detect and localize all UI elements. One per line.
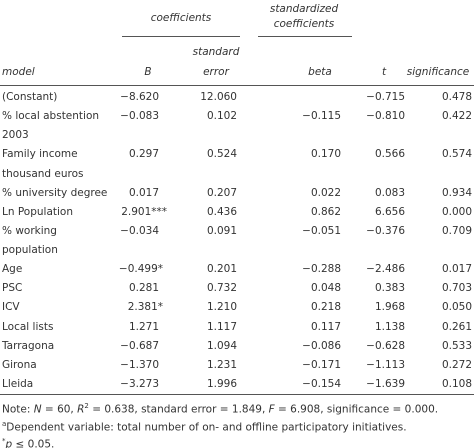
row-label: % local abstention (2, 110, 100, 123)
cell: 0.022 (310, 186, 341, 199)
cell: −1.370 (120, 358, 159, 371)
row-label: Local lists (2, 320, 54, 333)
cell: 0.048 (310, 282, 341, 295)
rule (0, 85, 474, 86)
cell: 1.210 (206, 301, 237, 314)
column-header: t (381, 66, 387, 78)
column-header: error (203, 66, 229, 78)
note: aDependent variable: total number of on-… (2, 420, 407, 434)
cell: −8.620 (120, 91, 159, 103)
cell: −0.810 (366, 110, 405, 123)
cell: 1.231 (206, 358, 237, 371)
cell: 0.566 (374, 148, 405, 161)
row-label: Family income (2, 148, 78, 161)
cell: 0.703 (441, 282, 472, 295)
group-header: coefficients (150, 12, 212, 24)
cell: −2.486 (366, 263, 405, 276)
cell: 0.170 (310, 148, 341, 161)
cell: 0.422 (441, 110, 472, 123)
cell: 0.050 (441, 301, 472, 314)
row-label: Lleida (2, 377, 34, 390)
row-label: (Constant) (2, 91, 58, 103)
cell: 6.656 (374, 205, 405, 218)
cell: 0.017 (441, 263, 472, 276)
cell: −1.113 (366, 358, 405, 371)
cell: 0.261 (441, 320, 472, 333)
cell: 2.901*** (121, 205, 167, 218)
note: *p ≤ 0.05. (2, 437, 55, 448)
row-label: % university degree (2, 186, 108, 199)
row-label: ICV (2, 301, 20, 314)
rule (122, 36, 240, 37)
cell: 0.524 (206, 148, 237, 161)
cell: −1.639 (366, 377, 405, 390)
cell: 0.017 (128, 186, 159, 199)
cell: 0.207 (206, 186, 237, 199)
cell: −0.499* (118, 263, 163, 276)
cell: 0.108 (441, 377, 472, 390)
row-label: Ln Population (2, 205, 74, 218)
cell: 1.117 (206, 320, 237, 333)
cell: −0.051 (302, 224, 341, 237)
row-label: % working (2, 224, 57, 237)
row-label: Tarragona (2, 339, 55, 352)
cell: 0.732 (206, 282, 237, 295)
cell: 0.091 (206, 224, 237, 237)
cell: 0.201 (206, 263, 237, 276)
cell: −0.687 (120, 339, 159, 352)
cell: 0.117 (310, 320, 341, 333)
column-header: significance (406, 66, 470, 78)
cell: 0.533 (441, 339, 472, 352)
cell: −0.376 (366, 224, 405, 237)
cell: 0.862 (310, 205, 341, 218)
column-header: standard (192, 46, 240, 58)
row-label: population (2, 244, 58, 257)
row-label: PSC (2, 282, 23, 295)
cell: 0.218 (310, 301, 341, 314)
cell: 1.094 (206, 339, 237, 352)
cell: 0.383 (374, 282, 405, 295)
cell: 1.138 (374, 320, 405, 333)
note: Note: N = 60, R2 = 0.638, standard error… (2, 402, 439, 416)
column-header: model (2, 66, 35, 78)
cell: −0.083 (120, 110, 159, 123)
cell: 0.709 (441, 224, 472, 237)
cell: 1.996 (206, 377, 237, 390)
cell: 0.281 (128, 282, 159, 295)
row-label: 2003 (2, 129, 29, 142)
cell: 0.297 (128, 148, 159, 161)
group-header: coefficients (273, 18, 335, 30)
cell: −0.715 (366, 91, 405, 103)
row-label: Girona (2, 358, 37, 371)
rule (258, 36, 352, 37)
group-header: standardized (269, 3, 339, 15)
cell: 0.436 (206, 205, 237, 218)
cell: −3.273 (120, 377, 159, 390)
cell: 0.102 (206, 110, 237, 123)
cell: 2.381* (127, 301, 163, 314)
cell: −0.086 (302, 339, 341, 352)
cell: 0.272 (441, 358, 472, 371)
cell: −0.628 (366, 339, 405, 352)
row-label: Age (2, 263, 23, 276)
cell: −0.154 (302, 377, 341, 390)
rule (0, 394, 474, 395)
cell: 0.083 (374, 186, 405, 199)
cell: −0.034 (120, 224, 159, 237)
cell: 0.000 (441, 205, 472, 218)
cell: 0.574 (441, 148, 472, 161)
row-label: thousand euros (2, 167, 84, 180)
cell: 1.968 (374, 301, 405, 314)
cell: −0.171 (302, 358, 341, 371)
column-header: beta (308, 66, 332, 78)
cell: −0.115 (302, 110, 341, 123)
column-header: B (144, 66, 152, 78)
cell: 0.934 (441, 186, 472, 199)
cell: 12.060 (200, 91, 237, 103)
cell: 1.271 (128, 320, 159, 333)
cell: 0.478 (441, 91, 472, 103)
cell: −0.288 (302, 263, 341, 276)
